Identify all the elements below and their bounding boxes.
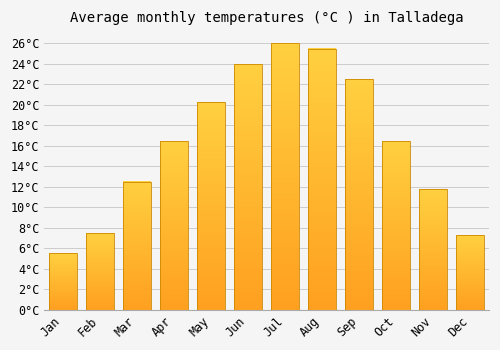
Bar (234, 64, 262, 310)
Bar (49, 253, 77, 310)
Bar (456, 235, 484, 310)
Bar (272, 43, 299, 310)
Bar (346, 79, 373, 310)
Title: Average monthly temperatures (°C ) in Talladega: Average monthly temperatures (°C ) in Ta… (70, 11, 464, 25)
Bar (86, 233, 114, 310)
Bar (197, 102, 225, 310)
Bar (160, 141, 188, 310)
Bar (382, 141, 410, 310)
Bar (123, 182, 151, 310)
Bar (308, 49, 336, 310)
Bar (420, 189, 447, 310)
